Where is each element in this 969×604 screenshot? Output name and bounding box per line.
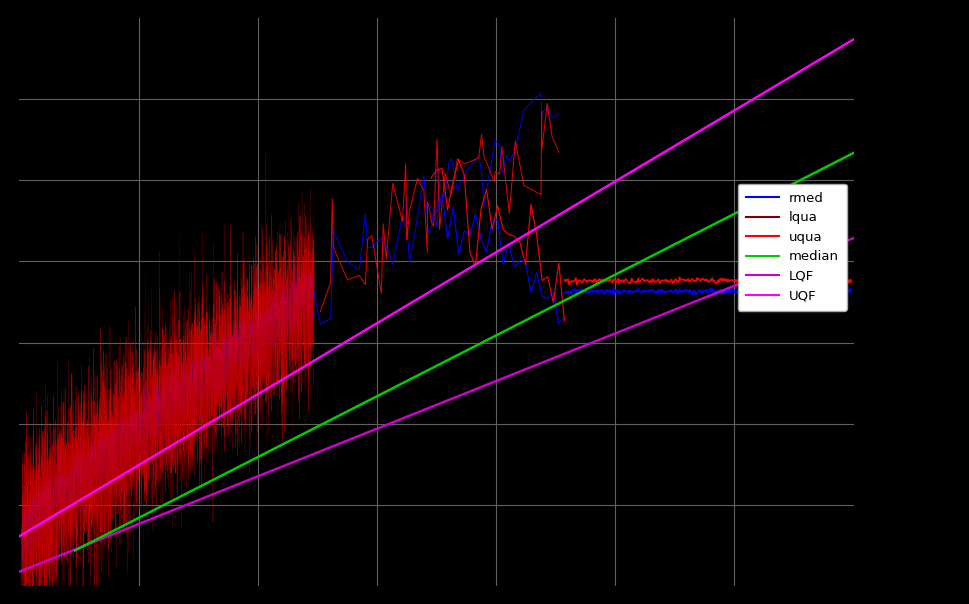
Legend: rmed, lqua, uqua, median, LQF, UQF: rmed, lqua, uqua, median, LQF, UQF xyxy=(736,184,846,310)
